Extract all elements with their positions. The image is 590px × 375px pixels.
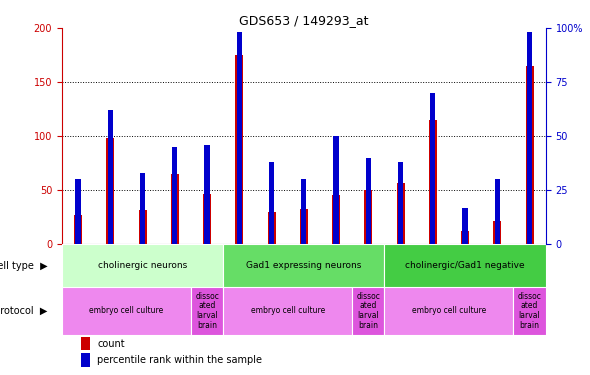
Bar [140, 173, 145, 244]
Text: Gad1 expressing neurons: Gad1 expressing neurons [246, 261, 362, 270]
Bar [366, 158, 371, 244]
Bar [333, 136, 339, 244]
Bar [62, 287, 191, 334]
Bar [493, 220, 501, 244]
Title: GDS653 / 149293_at: GDS653 / 149293_at [239, 14, 369, 27]
Bar [223, 287, 352, 334]
Text: percentile rank within the sample: percentile rank within the sample [97, 355, 263, 365]
Bar [76, 180, 81, 244]
Bar [332, 195, 340, 244]
Bar [139, 210, 146, 244]
Text: embryo cell culture: embryo cell culture [89, 306, 163, 315]
Text: embryo cell culture: embryo cell culture [251, 306, 325, 315]
Bar [269, 162, 274, 244]
Bar [81, 353, 90, 367]
Bar [495, 180, 500, 244]
Bar [267, 212, 276, 244]
Bar [430, 93, 435, 244]
Bar [300, 209, 308, 244]
Bar [191, 287, 223, 334]
Bar [205, 145, 209, 244]
Bar [223, 244, 385, 287]
Bar [364, 190, 372, 244]
Text: protocol  ▶: protocol ▶ [0, 306, 47, 316]
Text: cholinergic neurons: cholinergic neurons [98, 261, 187, 270]
Bar [62, 244, 223, 287]
Text: dissoc
ated
larval
brain: dissoc ated larval brain [517, 292, 542, 330]
Bar [203, 194, 211, 244]
Bar [171, 174, 179, 244]
Text: cholinergic/Gad1 negative: cholinergic/Gad1 negative [405, 261, 525, 270]
Text: cell type  ▶: cell type ▶ [0, 261, 47, 270]
Bar [172, 147, 178, 244]
Bar [526, 66, 533, 244]
Bar [81, 337, 90, 350]
Bar [237, 33, 242, 244]
Bar [301, 180, 306, 244]
Bar [461, 231, 469, 244]
Bar [398, 162, 403, 244]
Bar [235, 55, 243, 244]
Bar [429, 120, 437, 244]
Bar [385, 287, 513, 334]
Bar [74, 215, 82, 244]
Bar [396, 183, 405, 244]
Text: dissoc
ated
larval
brain: dissoc ated larval brain [356, 292, 381, 330]
Bar [463, 207, 468, 244]
Bar [527, 33, 532, 244]
Bar [106, 138, 114, 244]
Bar [108, 110, 113, 244]
Bar [513, 287, 546, 334]
Text: embryo cell culture: embryo cell culture [412, 306, 486, 315]
Text: dissoc
ated
larval
brain: dissoc ated larval brain [195, 292, 219, 330]
Text: count: count [97, 339, 125, 349]
Bar [352, 287, 385, 334]
Bar [385, 244, 546, 287]
